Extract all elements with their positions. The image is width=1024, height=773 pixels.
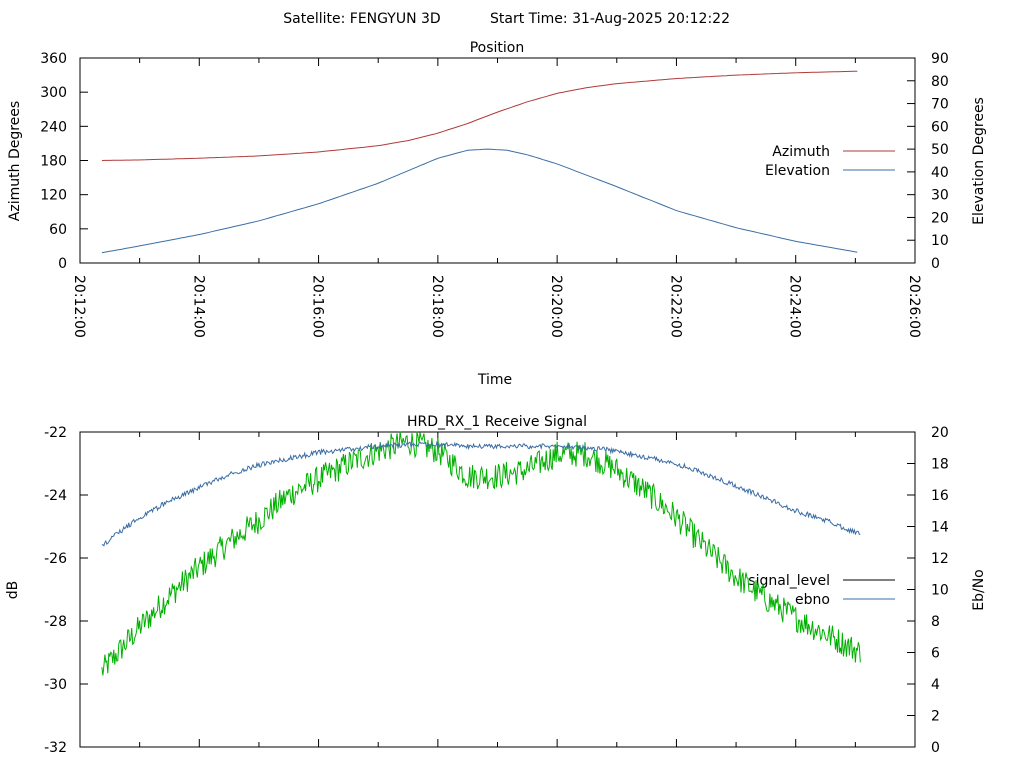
position-x-axis-label: Time xyxy=(477,372,512,388)
legend-label-ebno: ebno xyxy=(795,592,830,608)
position-x-tick-label: 20:20:00 xyxy=(548,275,564,338)
signal-series-ebno xyxy=(101,440,861,547)
signal-y2-tick-label: 18 xyxy=(931,457,949,473)
position-y2-tick-label: 80 xyxy=(931,74,949,90)
signal-y2-tick-label: 10 xyxy=(931,583,949,599)
legend-label-elevation: Elevation xyxy=(765,163,830,179)
signal-y-tick-label: -28 xyxy=(44,614,67,630)
legend-label-azimuth: Azimuth xyxy=(772,144,830,160)
signal-y-axis-label: dB xyxy=(5,581,21,600)
position-x-tick-label: 20:16:00 xyxy=(310,275,326,338)
position-series-azimuth xyxy=(101,70,858,161)
signal-series-signal-level xyxy=(101,431,861,676)
position-y2-tick-label: 70 xyxy=(931,97,949,113)
position-y-tick-label: 360 xyxy=(40,51,67,67)
position-chart-title: Position xyxy=(470,40,525,56)
position-y-tick-label: 60 xyxy=(49,222,67,238)
position-x-tick-label: 20:26:00 xyxy=(906,275,922,338)
position-x-tick-label: 20:14:00 xyxy=(190,275,206,338)
position-y-axis-label: Azimuth Degrees xyxy=(7,101,23,221)
position-y2-tick-label: 0 xyxy=(931,256,940,272)
position-y2-tick-label: 40 xyxy=(931,165,949,181)
satellite-label: Satellite: FENGYUN 3D xyxy=(283,11,440,27)
signal-y2-tick-label: 20 xyxy=(931,425,949,441)
signal-y2-axis-label: Eb/No xyxy=(971,569,987,611)
start-time-label: Start Time: 31-Aug-2025 20:12:22 xyxy=(490,11,730,27)
position-x-tick-label: 20:18:00 xyxy=(429,275,445,338)
signal-chart-title: HRD_RX_1 Receive Signal xyxy=(407,414,587,430)
signal-y-tick-label: -26 xyxy=(44,551,67,567)
signal-y2-tick-label: 12 xyxy=(931,551,949,567)
position-series-elevation xyxy=(101,148,858,254)
legend-label-signal-level: signal_level xyxy=(748,573,830,589)
signal-y-tick-label: -24 xyxy=(44,488,67,504)
position-y-tick-label: 180 xyxy=(40,154,67,170)
signal-y2-tick-label: 0 xyxy=(931,740,940,756)
position-plot-frame xyxy=(79,57,916,264)
signal-y2-tick-label: 6 xyxy=(931,646,940,662)
position-y2-tick-label: 50 xyxy=(931,142,949,158)
position-x-tick-label: 20:12:00 xyxy=(71,275,87,338)
position-y-tick-label: 240 xyxy=(40,119,67,135)
position-y2-tick-label: 60 xyxy=(931,119,949,135)
position-y-tick-label: 120 xyxy=(40,188,67,204)
chart-marks: 20:12:00 20:14:00 20:16:00 20:18:00 20:20:00… xyxy=(40,51,949,756)
position-y-tick-label: 300 xyxy=(40,85,67,101)
signal-y2-tick-label: 2 xyxy=(931,709,940,725)
position-y2-axis-label: Elevation Degrees xyxy=(971,97,987,225)
position-x-tick-label: 20:22:00 xyxy=(667,275,683,338)
signal-y2-tick-label: 4 xyxy=(931,677,940,693)
position-y2-tick-label: 30 xyxy=(931,188,949,204)
position-x-tick-label: 20:24:00 xyxy=(787,275,803,338)
position-y-tick-label: 0 xyxy=(58,256,67,272)
signal-y-tick-label: -22 xyxy=(44,425,67,441)
position-y2-tick-label: 10 xyxy=(931,233,949,249)
signal-y-tick-label: -32 xyxy=(44,740,67,756)
position-y2-tick-label: 90 xyxy=(931,51,949,67)
signal-y2-tick-label: 14 xyxy=(931,520,949,536)
signal-y2-tick-label: 8 xyxy=(931,614,940,630)
signal-y-tick-label: -30 xyxy=(44,677,67,693)
signal-y2-tick-label: 16 xyxy=(931,488,949,504)
position-y2-tick-label: 20 xyxy=(931,210,949,226)
